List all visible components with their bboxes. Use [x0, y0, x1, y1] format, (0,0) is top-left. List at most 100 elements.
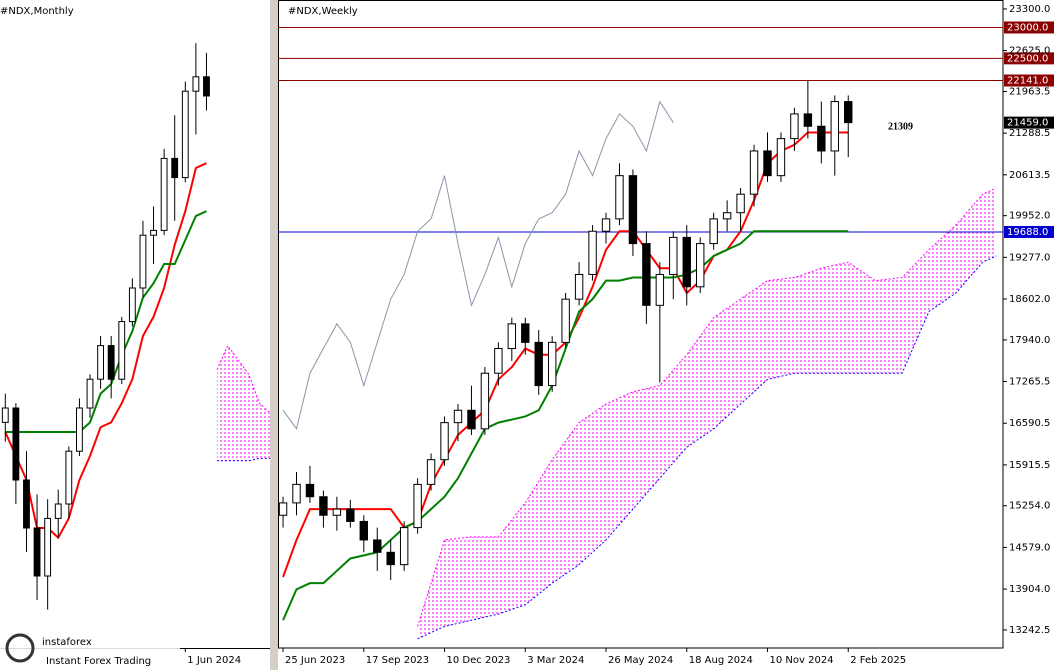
candle-body [107, 345, 115, 380]
level-label: 22500.0 [1007, 53, 1048, 64]
candle-body [1, 407, 9, 423]
candle-body [521, 323, 530, 343]
candle-body [817, 125, 826, 152]
cloud [217, 345, 270, 461]
candle-body [76, 407, 83, 452]
candle-body [65, 450, 73, 505]
candle-body [97, 345, 104, 380]
watermark: instaforex Instant Forex Trading [0, 626, 180, 670]
y-tick-label: 17940.0 [1009, 335, 1050, 346]
candle-body [181, 90, 189, 179]
splitter [270, 0, 278, 670]
candle-body [413, 483, 422, 529]
candle-body [722, 212, 732, 220]
candle-body [696, 243, 705, 288]
candle-body [44, 517, 52, 577]
level-tag [1004, 74, 1054, 87]
candle-body [160, 157, 168, 231]
y-tick-label: 23300.0 [1009, 4, 1050, 15]
x-tick-label: 1 Jun 2024 [187, 655, 241, 666]
price-tag [1004, 116, 1054, 129]
candle-body [86, 378, 94, 409]
candle-body [507, 323, 517, 350]
candle-body [118, 321, 126, 380]
level-label: 23000.0 [1007, 22, 1048, 33]
candle-body [319, 496, 328, 516]
x-tick-label: 26 May 2024 [608, 655, 673, 666]
indicator-line [282, 100, 674, 430]
x-tick-label: 10 Dec 2023 [447, 655, 511, 666]
candle-body [453, 409, 463, 424]
candle-body [628, 175, 638, 245]
level-tag [1004, 225, 1054, 238]
candle-body [655, 273, 665, 306]
plot-area [278, 26, 1003, 640]
candle-body [534, 341, 543, 387]
cloud-edge [417, 187, 997, 627]
x-tick-label: 17 Sep 2023 [366, 655, 429, 666]
y-tick-label: 13242.5 [1009, 625, 1050, 636]
y-tick-label: 22625.0 [1009, 46, 1050, 57]
tagline: Instant Forex Trading [46, 656, 151, 667]
candle-body [278, 502, 288, 516]
plot-frame [278, 0, 1004, 649]
watermark-bg [0, 626, 180, 670]
candle-body [33, 527, 41, 577]
annotation: 21309 [888, 121, 913, 132]
x-tick-label: 25 Jun 2023 [285, 655, 345, 666]
y-tick-label: 19277.0 [1009, 252, 1050, 263]
candle-body [615, 175, 624, 220]
candle-body [749, 150, 759, 195]
candle-body [588, 230, 597, 275]
x-tick-label: 18 Aug 2024 [689, 655, 753, 666]
candle-body [709, 218, 718, 245]
candle-body [12, 407, 20, 481]
chart-title: #NDX,Weekly [288, 6, 358, 17]
candle-body [128, 287, 136, 323]
candle-body [139, 234, 147, 289]
cloud [417, 188, 997, 639]
candle-body [669, 236, 678, 275]
y-tick-label: 18602.0 [1009, 294, 1050, 305]
y-tick-label: 17265.5 [1009, 377, 1050, 388]
y-tick-label: 19952.0 [1009, 211, 1050, 222]
candle-body [23, 479, 30, 529]
logo [5, 633, 35, 663]
candle-body [171, 157, 179, 179]
candle-body [480, 372, 490, 430]
y-tick-label: 21288.5 [1009, 128, 1050, 139]
candle-body [292, 483, 301, 504]
candle-body [682, 236, 691, 288]
candle-body [332, 508, 342, 516]
candle-body [467, 409, 476, 430]
candle-body [54, 503, 62, 519]
y-tick-label: 15915.5 [1009, 460, 1050, 471]
x-tick-label: 2 Feb 2025 [850, 655, 906, 666]
brand: instaforex [42, 637, 92, 648]
level-tag [1004, 52, 1054, 65]
candle-body [803, 113, 813, 127]
chart-title: #NDX,Monthly [0, 6, 74, 17]
candle-body [601, 218, 611, 232]
y-tick-label: 13904.0 [1009, 584, 1050, 595]
candle-body [642, 243, 651, 306]
cloud-edge [417, 255, 997, 640]
candle-body [150, 229, 157, 236]
candle-body [305, 483, 315, 498]
x-tick-label: 10 Nov 2024 [770, 655, 834, 666]
candle-body [346, 508, 355, 522]
candle-body [359, 520, 368, 541]
candle-body [776, 138, 786, 177]
y-tick-label: 15254.0 [1009, 501, 1050, 512]
level-tag [1004, 21, 1054, 34]
candle-body [844, 101, 853, 124]
candle-body [547, 341, 557, 387]
cloud-edge [216, 344, 270, 414]
candle-body [399, 527, 409, 566]
candle-body [830, 101, 839, 152]
y-tick-label: 20613.5 [1009, 170, 1050, 181]
candle-body [790, 113, 799, 140]
candle-body [192, 76, 200, 92]
candle-body [386, 551, 395, 566]
